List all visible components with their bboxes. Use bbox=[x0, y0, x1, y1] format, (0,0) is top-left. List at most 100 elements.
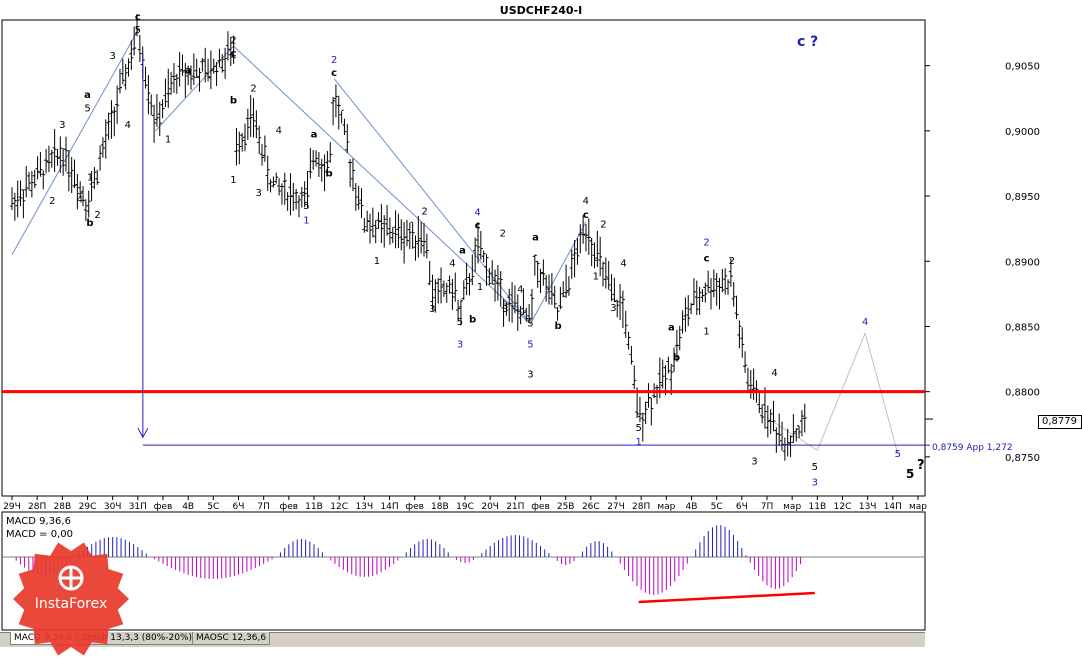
question-label: ? bbox=[917, 458, 925, 473]
x-tick-label: 18В bbox=[431, 502, 449, 512]
x-tick-label: 26С bbox=[582, 502, 600, 512]
wave-label: a bbox=[459, 245, 466, 256]
final-wave-label: 5 bbox=[906, 467, 914, 481]
wave-label: 5 bbox=[303, 201, 309, 212]
instaforex-logo-icon bbox=[13, 542, 129, 656]
x-tick-label: 29С bbox=[79, 502, 97, 512]
x-tick-label: 29Ч bbox=[3, 502, 21, 512]
wave-label: c bbox=[331, 68, 337, 79]
x-tick-label: 19С bbox=[456, 502, 474, 512]
wave-channel-line bbox=[233, 45, 531, 325]
x-tick-label: фев bbox=[280, 502, 299, 512]
wave-label: 4 bbox=[276, 125, 282, 136]
logo-text: InstaForex bbox=[34, 596, 108, 612]
wave-label: a bbox=[311, 129, 318, 140]
x-tick-label: 31П bbox=[129, 502, 147, 512]
wave-label: 5 bbox=[895, 449, 901, 460]
tab-maosc[interactable]: MAOSC 12,36,6 bbox=[192, 632, 271, 645]
wave-label: 3 bbox=[255, 188, 261, 199]
wave-label: 3 bbox=[429, 304, 435, 315]
y-tick-label: 0,8750 bbox=[1005, 453, 1040, 464]
wave-label: 5 bbox=[457, 317, 463, 328]
wave-label: 2 bbox=[230, 35, 236, 46]
indicator-value: MACD = 0,00 bbox=[6, 529, 73, 540]
candles-layer bbox=[10, 14, 807, 461]
wave-label: 4 bbox=[125, 120, 131, 131]
wave-label: 1 bbox=[477, 282, 483, 293]
wave-label: 5 bbox=[84, 103, 90, 114]
x-tick-label: 12С bbox=[834, 502, 852, 512]
wave-label: 3 bbox=[610, 303, 616, 314]
x-tick-label: 28В bbox=[54, 502, 72, 512]
x-tick-label: фев bbox=[531, 502, 550, 512]
wave-channel-line bbox=[529, 221, 587, 325]
x-tick-label: 11В bbox=[809, 502, 827, 512]
wave-label: 4 bbox=[771, 368, 777, 379]
macd-panel bbox=[2, 525, 925, 604]
instaforex-logo[interactable]: InstaForex bbox=[12, 540, 130, 658]
wave-label: 3 bbox=[527, 369, 533, 380]
wave-label: 4 bbox=[862, 317, 868, 328]
wave-label: 2 bbox=[703, 238, 709, 249]
indicator-name: MACD 9,36,6 bbox=[6, 516, 71, 527]
wave-label: 2 bbox=[94, 210, 100, 221]
x-tick-label: 27Ч bbox=[607, 502, 625, 512]
wave-label: 5 bbox=[135, 25, 141, 36]
wave-label: 4 bbox=[474, 208, 480, 219]
wave-label: c bbox=[583, 210, 589, 221]
wave-label: b bbox=[86, 218, 93, 229]
target-price-label: 0,8759 App 1,272 bbox=[932, 443, 1013, 453]
x-tick-label: 6Ч bbox=[736, 502, 748, 512]
wave-label: c bbox=[135, 12, 141, 23]
wave-labels: c533a544212ba12cb2134512cab1234534cab123… bbox=[49, 12, 901, 489]
y-tick-label: 0,8800 bbox=[1005, 388, 1040, 399]
x-tick-label: 20Ч bbox=[481, 502, 499, 512]
wave-label: 2 bbox=[331, 55, 337, 66]
main-wave-label: c ? bbox=[797, 34, 818, 50]
wave-label: 2 bbox=[729, 256, 735, 267]
wave-label: 2 bbox=[600, 219, 606, 230]
wave-channel-line bbox=[11, 30, 139, 255]
x-tick-label: 5С bbox=[207, 502, 219, 512]
wave-label: 4 bbox=[449, 258, 455, 269]
wave-label: 1 bbox=[635, 437, 641, 448]
wave-label: 5 bbox=[527, 339, 533, 350]
wave-label: 3 bbox=[812, 478, 818, 489]
x-tick-label: мар bbox=[657, 502, 675, 512]
x-tick-label: 14П bbox=[380, 502, 398, 512]
wave-label: b bbox=[555, 321, 562, 332]
wave-label: 3 bbox=[457, 339, 463, 350]
x-tick-label: 14П bbox=[884, 502, 902, 512]
x-tick-label: фев bbox=[154, 502, 173, 512]
wave-label: 2 bbox=[500, 228, 506, 239]
wave-label: 4 bbox=[583, 196, 589, 207]
x-tick-label: 21П bbox=[506, 502, 524, 512]
wave-label: 3 bbox=[751, 457, 757, 468]
wave-label: 1 bbox=[165, 135, 171, 146]
wave-label: 4 bbox=[620, 258, 626, 269]
x-tick-label: 12С bbox=[330, 502, 348, 512]
wave-label: c bbox=[704, 253, 710, 264]
y-tick-label: 0,8950 bbox=[1005, 192, 1040, 203]
x-tick-label: 13Ч bbox=[356, 502, 374, 512]
wave-label: 2 bbox=[49, 196, 55, 207]
x-tick-label: фев bbox=[405, 502, 424, 512]
x-tick-label: 13Ч bbox=[859, 502, 877, 512]
x-tick-label: 11В bbox=[305, 502, 323, 512]
x-tick-label: 5С bbox=[711, 502, 723, 512]
wave-label: 3 bbox=[109, 51, 115, 62]
wave-label: a bbox=[668, 322, 675, 333]
wave-label: b bbox=[230, 95, 237, 106]
wave-label: 1 bbox=[87, 172, 93, 183]
divergence-line bbox=[638, 591, 815, 604]
x-tick-label: 28П bbox=[632, 502, 650, 512]
macd-panel-border bbox=[1, 511, 926, 631]
level-lines bbox=[2, 52, 933, 446]
wave-label: 4 bbox=[77, 195, 83, 206]
y-tick-label: 0,9000 bbox=[1005, 127, 1040, 138]
wave-label: 3 bbox=[502, 304, 508, 315]
wave-label: a bbox=[185, 65, 192, 76]
y-tick-label: 0,9050 bbox=[1005, 62, 1040, 73]
